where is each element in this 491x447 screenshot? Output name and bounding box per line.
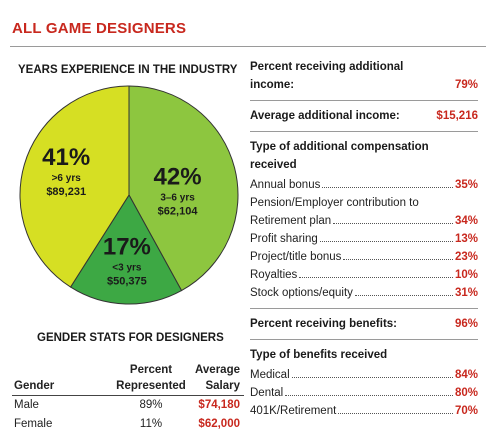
percent-cell: 89% bbox=[139, 399, 163, 411]
additional-income-label-line2: income: bbox=[250, 79, 295, 91]
pie-slice bbox=[128, 85, 239, 292]
gender-cell: Male bbox=[14, 399, 39, 411]
slice-percent-label: 42% bbox=[154, 164, 202, 191]
list-item: Medical 84% bbox=[250, 366, 478, 384]
slice-percent-label: 41% bbox=[42, 144, 90, 171]
benefits-label: Percent receiving benefits: bbox=[250, 318, 397, 330]
header-salary-line1: Average bbox=[195, 364, 240, 376]
item-label: Medical bbox=[250, 369, 290, 381]
gender-table: Gender Percent Represented Average Salar… bbox=[12, 363, 244, 434]
slice-salary-label: $62,104 bbox=[158, 206, 199, 218]
item-label: Dental bbox=[250, 387, 284, 399]
additional-income-block: Percent receiving additional income: 79% bbox=[250, 58, 478, 101]
item-value: 35% bbox=[454, 179, 478, 191]
additional-income-row: income: 79% bbox=[250, 76, 478, 94]
item-value: 31% bbox=[454, 287, 478, 299]
benefit-types-block: Type of benefits received Medical 84% Den… bbox=[250, 340, 478, 426]
list-item: Annual bonus 35% bbox=[250, 176, 478, 194]
item-label: Royalties bbox=[250, 269, 298, 281]
percent-cell: 11% bbox=[139, 418, 163, 430]
item-value: 23% bbox=[454, 251, 478, 263]
average-income-row: Average additional income: $15,216 bbox=[250, 107, 478, 125]
gender-table-header: Gender Percent Represented Average Salar… bbox=[12, 363, 244, 396]
page-title: ALL GAME DESIGNERS bbox=[12, 20, 187, 37]
gender-cell: Female bbox=[14, 418, 53, 430]
item-value: 80% bbox=[454, 387, 478, 399]
compensation-heading-line2: received bbox=[250, 159, 297, 171]
header-percent-line1: Percent bbox=[129, 364, 173, 376]
slice-experience-label: <3 yrs bbox=[112, 263, 142, 274]
table-row: Male 89% $74,180 bbox=[12, 396, 244, 415]
additional-income-value: 79% bbox=[454, 79, 478, 91]
benefits-row: Percent receiving benefits: 96% bbox=[250, 315, 478, 333]
compensation-types-block: Type of additional compensation received… bbox=[250, 132, 478, 309]
item-value: 13% bbox=[454, 233, 478, 245]
item-label: Stock options/equity bbox=[250, 287, 353, 299]
item-label: Project/title bonus bbox=[250, 251, 342, 263]
item-label: Retirement plan bbox=[250, 215, 332, 227]
item-label: 401K/Retirement bbox=[250, 405, 337, 417]
item-label-line1: Pension/Employer contribution to bbox=[250, 197, 419, 209]
slice-salary-label: $50,375 bbox=[107, 276, 147, 288]
benefits-value: 96% bbox=[454, 318, 478, 330]
header-salary-line2: Salary bbox=[205, 380, 240, 392]
item-value: 34% bbox=[454, 215, 478, 227]
header-percent-line2: Represented bbox=[116, 380, 186, 392]
slice-percent-label: 17% bbox=[103, 234, 151, 261]
average-income-block: Average additional income: $15,216 bbox=[250, 101, 478, 132]
item-value: 10% bbox=[454, 269, 478, 281]
average-income-value: $15,216 bbox=[436, 110, 478, 122]
table-row: Female 11% $62,000 bbox=[12, 415, 244, 434]
pie-slice bbox=[69, 194, 183, 305]
additional-income-label-line1: Percent receiving additional bbox=[250, 61, 404, 73]
benefit-types-heading: Type of benefits received bbox=[250, 349, 388, 361]
list-item: Royalties 10% bbox=[250, 266, 478, 284]
slice-experience-label: >6 yrs bbox=[52, 173, 82, 184]
item-label: Annual bonus bbox=[250, 179, 321, 191]
item-value: 70% bbox=[454, 405, 478, 417]
list-item: Project/title bonus 23% bbox=[250, 248, 478, 266]
slice-salary-label: $89,231 bbox=[46, 186, 86, 198]
compensation-panel: Percent receiving additional income: 79%… bbox=[250, 58, 478, 426]
title-divider bbox=[10, 46, 486, 47]
list-item: Dental 80% bbox=[250, 384, 478, 402]
header-gender: Gender bbox=[14, 380, 55, 392]
list-item: 401K/Retirement 70% bbox=[250, 402, 478, 420]
salary-cell: $74,180 bbox=[198, 399, 240, 411]
chart-title: YEARS EXPERIENCE IN THE INDUSTRY bbox=[18, 64, 238, 76]
item-value: 84% bbox=[454, 369, 478, 381]
list-item: Retirement plan 34% bbox=[250, 212, 478, 230]
benefits-block: Percent receiving benefits: 96% bbox=[250, 309, 478, 340]
slice-experience-label: 3–6 yrs bbox=[160, 193, 195, 204]
list-item: Profit sharing 13% bbox=[250, 230, 478, 248]
salary-cell: $62,000 bbox=[198, 418, 240, 430]
pie-slice bbox=[19, 85, 130, 288]
gender-stats-title: GENDER STATS FOR DESIGNERS bbox=[37, 332, 224, 344]
average-income-label: Average additional income: bbox=[250, 110, 400, 122]
item-label: Profit sharing bbox=[250, 233, 318, 245]
list-item: Stock options/equity 31% bbox=[250, 284, 478, 302]
compensation-heading-line1: Type of additional compensation bbox=[250, 141, 429, 153]
